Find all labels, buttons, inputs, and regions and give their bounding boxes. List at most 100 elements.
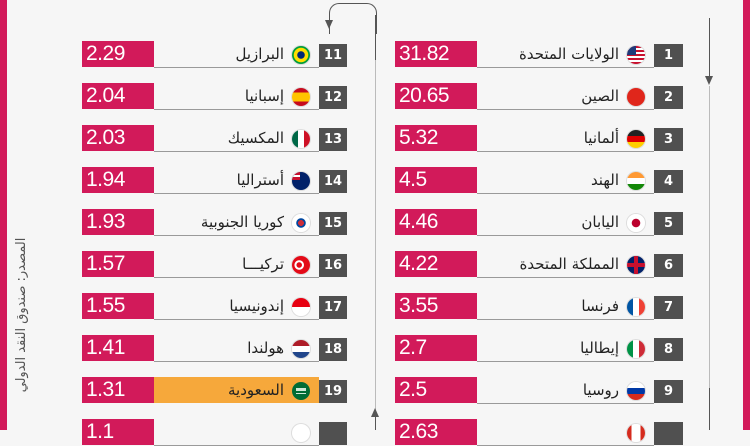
france-flag-icon	[627, 298, 645, 316]
rank-badge: 14	[319, 170, 347, 193]
japan-flag-icon	[627, 214, 645, 232]
us-flag-icon	[627, 46, 645, 64]
row-underline	[154, 109, 319, 110]
ranking-row: 4.5 الهند 4	[395, 167, 683, 194]
uk-flag-icon	[627, 256, 645, 274]
ranking-row: 2.63	[395, 419, 683, 446]
country-name: المملكة المتحدة	[519, 255, 620, 273]
country-name: إندونيسيا	[229, 297, 284, 315]
gdp-value: 2.7	[395, 335, 477, 361]
rank-badge: 12	[319, 86, 347, 109]
right-accent-bar	[743, 0, 750, 430]
ranking-row: 1.57 تركيـــا 16	[82, 251, 347, 278]
gdp-value: 2.04	[82, 83, 154, 109]
ranking-row: 2.5 روسيا 9	[395, 377, 683, 404]
country-name: أستراليا	[236, 171, 284, 189]
brazil-flag-icon	[292, 46, 310, 64]
gdp-value: 5.32	[395, 125, 477, 151]
turkey-flag-icon	[292, 256, 310, 274]
gdp-value: 2.5	[395, 377, 477, 403]
india-flag-icon	[627, 172, 645, 190]
highlight-band	[154, 377, 319, 403]
ranking-row: 4.22 المملكة المتحدة 6	[395, 251, 683, 278]
row-underline	[154, 235, 319, 236]
rank-badge: 17	[319, 296, 347, 319]
ranking-row: 1.41 هولندا 18	[82, 335, 347, 362]
ranking-row: 31.82 الولايات المتحدة 1	[395, 41, 683, 68]
ranking-row: 4.46 اليابان 5	[395, 209, 683, 236]
australia-flag-icon	[292, 172, 310, 190]
row-underline	[477, 193, 654, 194]
spain-flag-icon	[292, 88, 310, 106]
country-name: روسيا	[582, 381, 619, 399]
rank-badge	[654, 422, 683, 445]
row-underline	[477, 67, 654, 68]
gdp-value: 4.46	[395, 209, 477, 235]
row-underline	[477, 109, 654, 110]
gdp-value: 1.93	[82, 209, 154, 235]
rank-badge: 6	[654, 254, 683, 277]
country-name: ألمانيا	[583, 129, 619, 147]
row-underline	[477, 361, 654, 362]
country-name: الولايات المتحدة	[518, 45, 619, 63]
netherlands-flag-icon	[292, 340, 310, 358]
rank-badge: 5	[654, 212, 683, 235]
rank-badge: 8	[654, 338, 683, 361]
row-underline	[477, 235, 654, 236]
row-underline	[154, 151, 319, 152]
left-accent-bar	[0, 0, 7, 430]
country-name: إسبانيا	[244, 87, 284, 105]
source-label: المصدر: صندوق النقد الدولي	[14, 237, 29, 393]
ranking-row: 2.03 المكسيك 13	[82, 125, 347, 152]
row-underline	[154, 277, 319, 278]
gdp-value: 1.1	[82, 419, 154, 445]
country-name: المكسيك	[227, 129, 284, 147]
ranking-row: 20.65 الصين 2	[395, 83, 683, 110]
row-underline	[154, 361, 319, 362]
row-underline	[477, 403, 654, 404]
gdp-value: 3.55	[395, 293, 477, 319]
ranking-row: 1.55 إندونيسيا 17	[82, 293, 347, 320]
country-name: تركيـــا	[242, 255, 284, 273]
indonesia-flag-icon	[292, 298, 310, 316]
rank-badge: 18	[319, 338, 347, 361]
rank-badge: 7	[654, 296, 683, 319]
ranking-row: 2.7 إيطاليا 8	[395, 335, 683, 362]
russia-flag-icon	[627, 382, 645, 400]
rank-badge: 9	[654, 380, 683, 403]
switzerland-flag-icon	[292, 424, 310, 442]
gdp-value: 2.63	[395, 419, 477, 445]
country-name: اليابان	[581, 213, 619, 231]
gdp-value: 4.5	[395, 167, 477, 193]
row-underline	[477, 151, 654, 152]
row-underline	[154, 67, 319, 68]
gdp-value: 1.94	[82, 167, 154, 193]
country-name: إيطاليا	[580, 339, 619, 357]
ranking-row-highlighted: 1.31 السعودية 19	[82, 377, 347, 404]
gdp-value: 1.55	[82, 293, 154, 319]
italy-flag-icon	[627, 340, 645, 358]
rank-badge	[319, 422, 347, 445]
rank-badge: 15	[319, 212, 347, 235]
gdp-value: 4.22	[395, 251, 477, 277]
country-name: الصين	[581, 87, 619, 105]
rank-badge: 13	[319, 128, 347, 151]
rank-badge: 19	[319, 380, 347, 403]
gdp-value: 2.03	[82, 125, 154, 151]
ranking-row: 1.93 كوريا الجنوبية 15	[82, 209, 347, 236]
rank-badge: 16	[319, 254, 347, 277]
row-underline	[477, 319, 654, 320]
rank-badge: 4	[654, 170, 683, 193]
rank-badge: 1	[654, 44, 683, 67]
ranking-row: 2.29 البرازيل 11	[82, 41, 347, 68]
country-name: الهند	[590, 171, 619, 189]
canada-flag-icon	[627, 424, 645, 442]
mexico-flag-icon	[292, 130, 310, 148]
country-name: كوريا الجنوبية	[200, 213, 284, 231]
country-name: فرنسا	[581, 297, 619, 315]
row-underline	[154, 193, 319, 194]
gdp-value: 1.57	[82, 251, 154, 277]
germany-flag-icon	[627, 130, 645, 148]
country-name: السعودية	[227, 381, 284, 399]
ranking-row: 3.55 فرنسا 7	[395, 293, 683, 320]
